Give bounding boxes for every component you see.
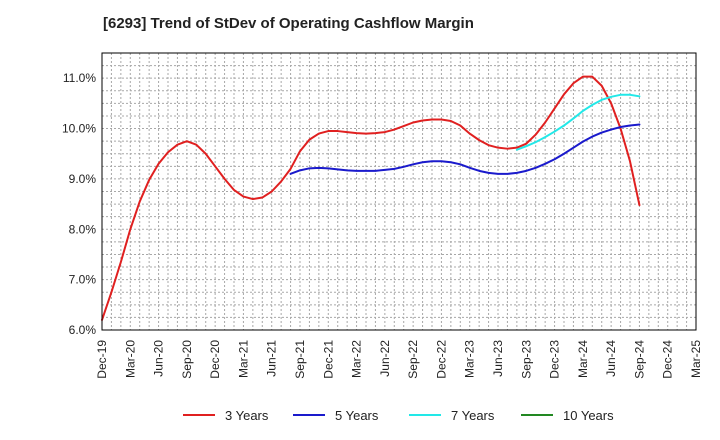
series-layer	[101, 75, 641, 321]
x-tick-label: Mar-24	[576, 340, 590, 378]
y-tick-label: 9.0%	[69, 172, 97, 186]
y-axis-ticks: 6.0% 7.0% 8.0% 9.0% 10.0% 11.0%	[62, 71, 96, 337]
x-tick-label: Dec-20	[208, 340, 222, 379]
x-tick-label: Dec-24	[661, 340, 675, 379]
legend: 3 Years 5 Years 7 Years 10 Years	[183, 408, 614, 423]
y-tick-label: 10.0%	[62, 122, 96, 136]
legend-label-7-years: 7 Years	[451, 408, 495, 423]
y-tick-label: 11.0%	[63, 71, 96, 85]
legend-label-5-years: 5 Years	[335, 408, 379, 423]
y-tick-label: 8.0%	[69, 222, 97, 236]
x-tick-label: Mar-21	[236, 340, 250, 378]
legend-label-10-years: 10 Years	[563, 408, 614, 423]
x-tick-label: Jun-22	[378, 340, 392, 377]
series-line-5-years	[289, 123, 641, 175]
y-tick-label: 7.0%	[69, 273, 97, 287]
x-tick-label: Dec-21	[321, 340, 335, 379]
chart-title: [6293] Trend of StDev of Operating Cashf…	[103, 15, 474, 32]
series-line-7-years	[515, 93, 641, 151]
x-tick-label: Jun-21	[265, 340, 279, 377]
x-tick-label: Mar-20	[123, 340, 137, 378]
x-tick-label: Sep-23	[519, 340, 533, 379]
x-tick-label: Sep-24	[632, 340, 646, 379]
x-tick-label: Sep-20	[180, 340, 194, 379]
y-tick-label: 6.0%	[69, 323, 97, 337]
plot-frame	[101, 52, 697, 331]
x-tick-label: Jun-24	[604, 340, 618, 377]
series-line-3-years	[101, 75, 641, 321]
x-tick-label: Mar-22	[350, 340, 364, 378]
legend-label-3-years: 3 Years	[225, 408, 269, 423]
x-tick-label: Sep-22	[406, 340, 420, 379]
x-tick-label: Jun-23	[491, 340, 505, 377]
x-tick-label: Jun-20	[152, 340, 166, 377]
x-axis-ticks: Dec-19 Mar-20 Jun-20 Sep-20 Dec-20 Mar-21 Jun-…	[95, 340, 703, 379]
x-tick-label: Dec-19	[95, 340, 109, 379]
x-tick-label: Dec-22	[434, 340, 448, 379]
x-tick-label: Dec-23	[548, 340, 562, 379]
x-tick-label: Sep-21	[293, 340, 307, 379]
x-tick-label: Mar-25	[689, 340, 703, 378]
x-tick-label: Mar-23	[463, 340, 477, 378]
